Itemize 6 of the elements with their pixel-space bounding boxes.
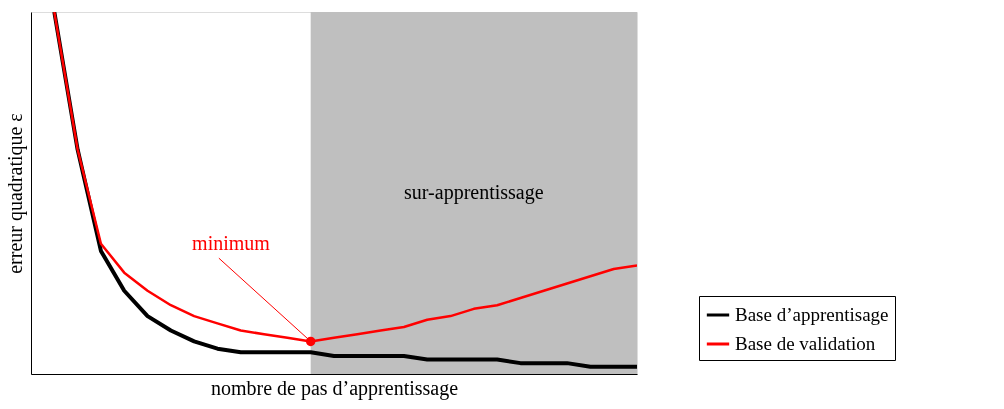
annotation: minimum bbox=[192, 231, 271, 254]
x-axis-title: nombre de pas d’apprentissage bbox=[210, 376, 459, 400]
legend-label: Base de validation bbox=[735, 333, 876, 354]
legend-label: Base d’apprentisage bbox=[735, 304, 889, 325]
y-axis-title: erreur quadratique ε bbox=[3, 113, 27, 274]
annotation: sur-apprentissage bbox=[404, 181, 544, 204]
